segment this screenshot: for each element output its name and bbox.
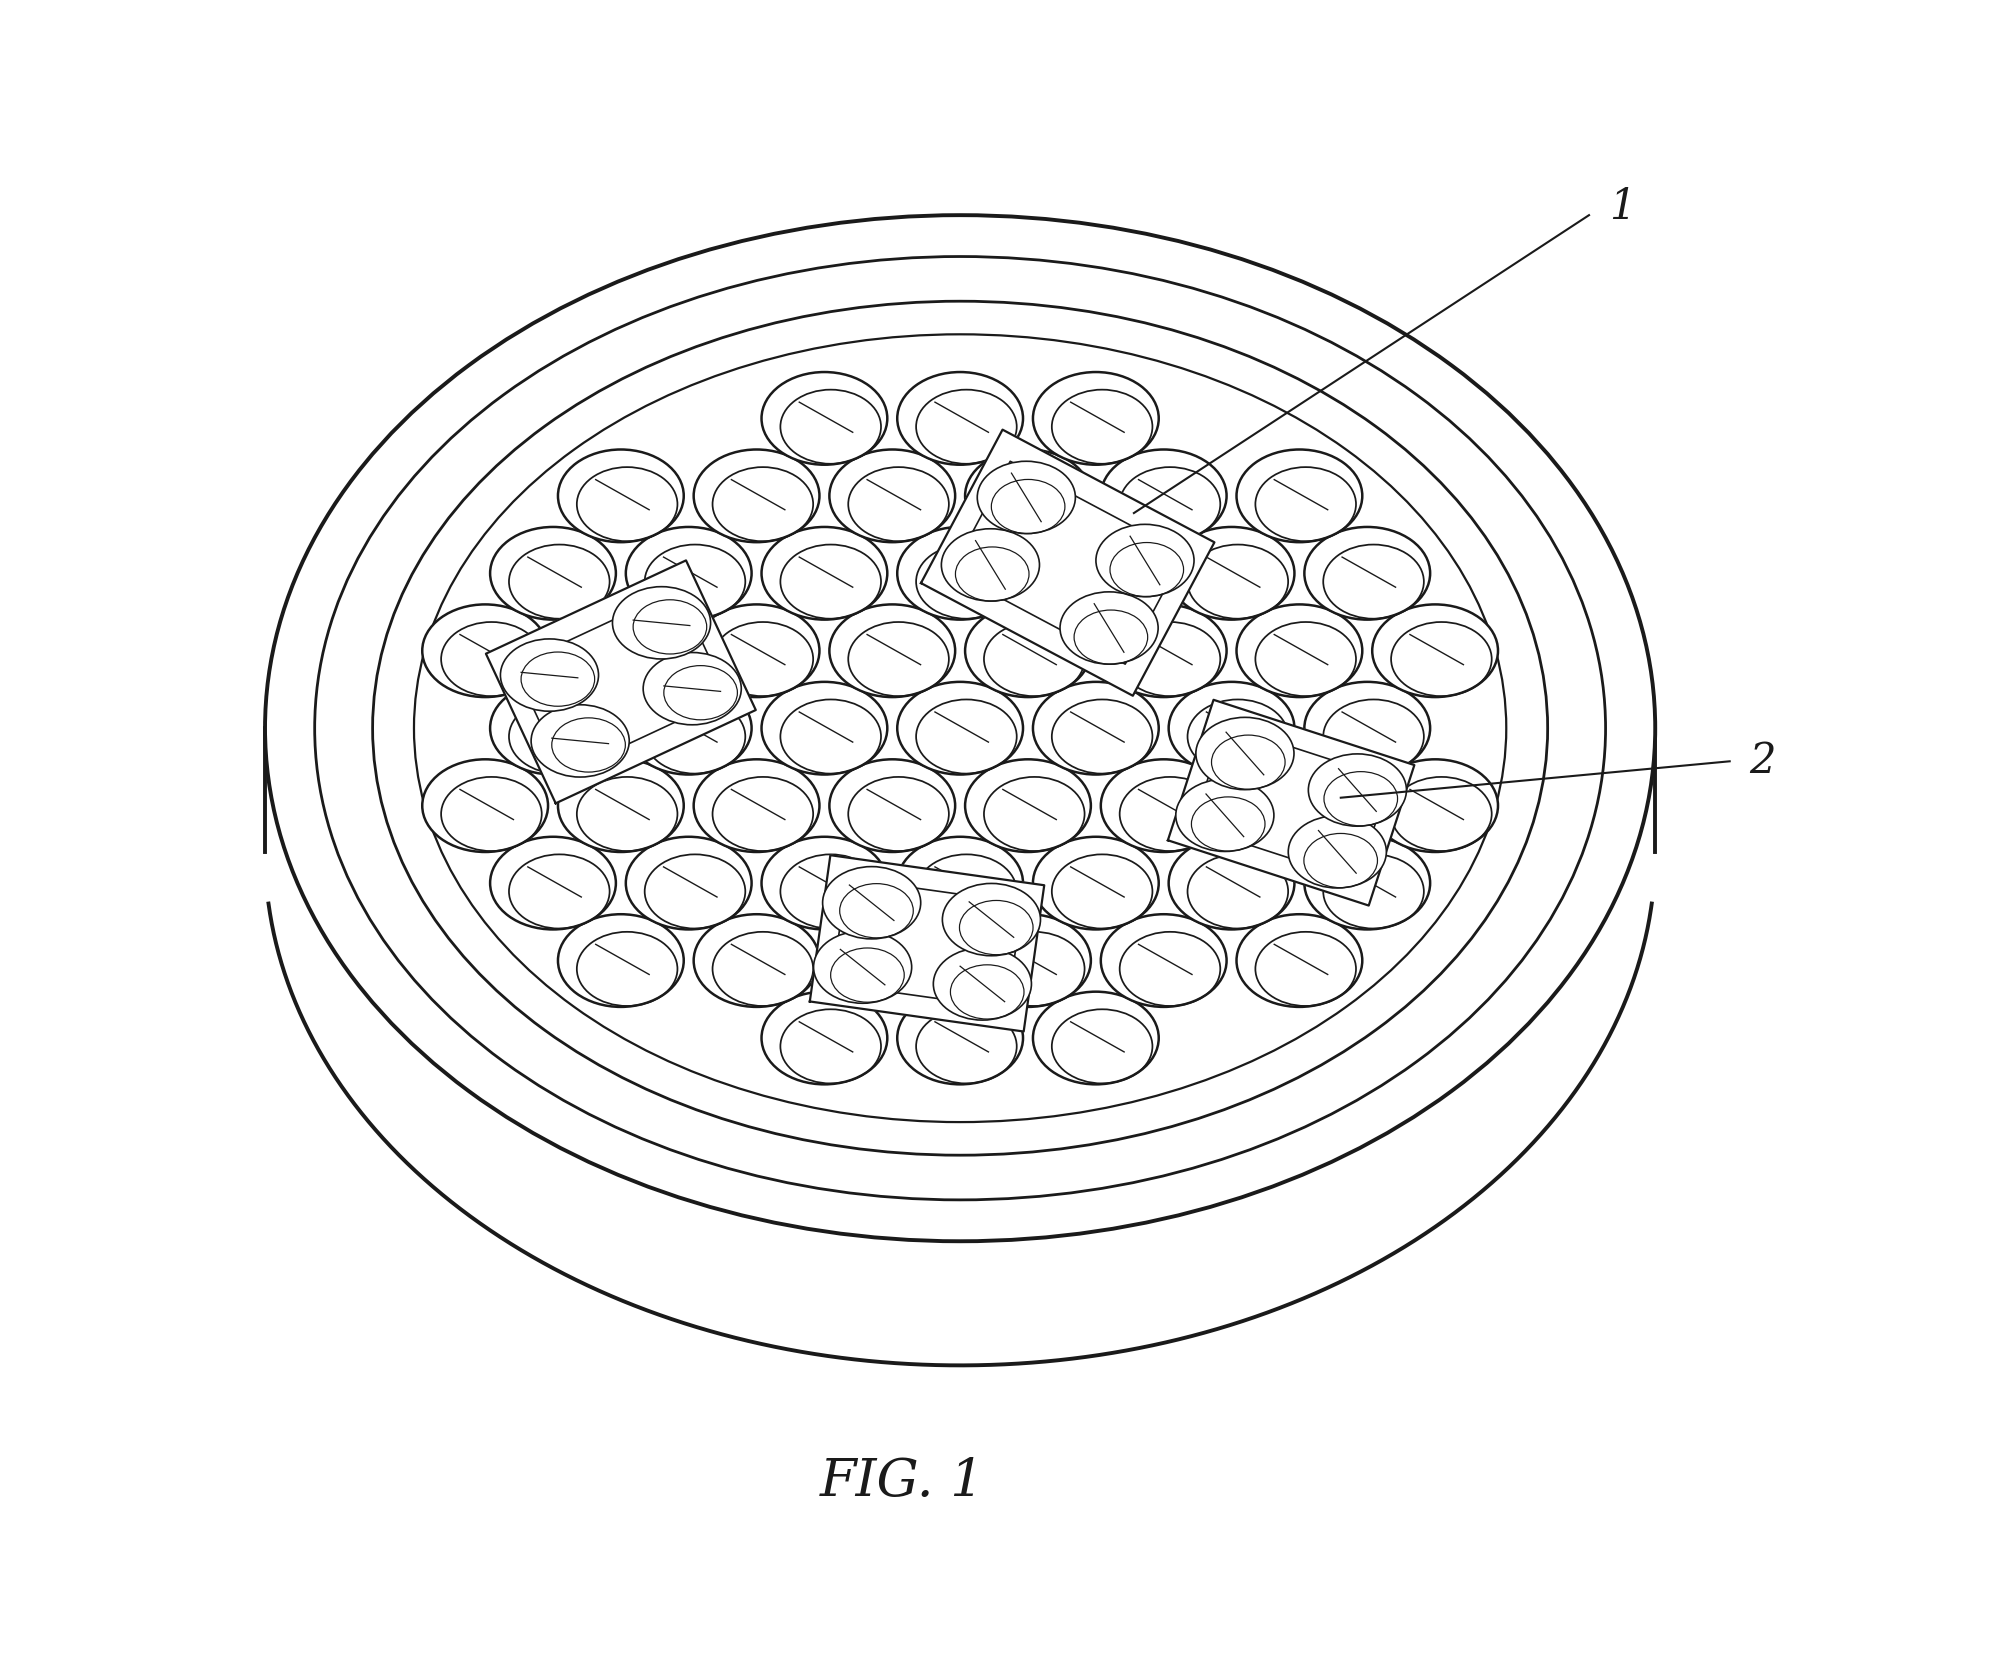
Ellipse shape xyxy=(693,914,819,1006)
Ellipse shape xyxy=(897,682,1024,775)
Ellipse shape xyxy=(625,682,751,775)
Ellipse shape xyxy=(693,450,819,543)
Ellipse shape xyxy=(965,760,1092,852)
Ellipse shape xyxy=(965,914,1092,1006)
Polygon shape xyxy=(809,856,1044,1031)
Ellipse shape xyxy=(1096,525,1194,597)
Ellipse shape xyxy=(1304,837,1430,930)
Ellipse shape xyxy=(829,760,955,852)
Ellipse shape xyxy=(531,705,629,778)
Ellipse shape xyxy=(373,301,1548,1155)
Ellipse shape xyxy=(491,682,615,775)
Ellipse shape xyxy=(965,604,1092,697)
Ellipse shape xyxy=(823,867,921,938)
Ellipse shape xyxy=(693,760,819,852)
Ellipse shape xyxy=(977,462,1076,533)
Polygon shape xyxy=(921,430,1214,695)
Ellipse shape xyxy=(1168,682,1294,775)
Ellipse shape xyxy=(501,639,599,712)
Ellipse shape xyxy=(813,932,911,1003)
Ellipse shape xyxy=(1034,682,1158,775)
Ellipse shape xyxy=(897,526,1024,619)
Ellipse shape xyxy=(829,604,955,697)
Ellipse shape xyxy=(1372,760,1498,852)
Ellipse shape xyxy=(415,334,1506,1122)
Ellipse shape xyxy=(423,760,549,852)
Ellipse shape xyxy=(1102,450,1226,543)
Ellipse shape xyxy=(314,257,1606,1200)
Ellipse shape xyxy=(761,991,887,1084)
Ellipse shape xyxy=(761,526,887,619)
Ellipse shape xyxy=(761,682,887,775)
Ellipse shape xyxy=(1168,837,1294,930)
Ellipse shape xyxy=(1034,991,1158,1084)
Ellipse shape xyxy=(1288,816,1386,889)
Ellipse shape xyxy=(625,526,751,619)
Ellipse shape xyxy=(625,837,751,930)
Ellipse shape xyxy=(1034,372,1158,465)
Ellipse shape xyxy=(897,991,1024,1084)
Ellipse shape xyxy=(897,837,1024,930)
Ellipse shape xyxy=(693,604,819,697)
Ellipse shape xyxy=(829,914,955,1006)
Ellipse shape xyxy=(264,215,1654,1241)
Ellipse shape xyxy=(423,604,549,697)
Ellipse shape xyxy=(1102,760,1226,852)
Text: 1: 1 xyxy=(1608,185,1634,228)
Ellipse shape xyxy=(869,783,1084,915)
Ellipse shape xyxy=(643,652,741,725)
Ellipse shape xyxy=(1304,682,1430,775)
Ellipse shape xyxy=(1034,526,1158,619)
Ellipse shape xyxy=(1236,760,1362,852)
Ellipse shape xyxy=(1236,604,1362,697)
Text: FIG. 1: FIG. 1 xyxy=(819,1456,985,1506)
Polygon shape xyxy=(487,561,755,803)
Ellipse shape xyxy=(491,526,615,619)
Ellipse shape xyxy=(1196,717,1294,789)
Text: 2: 2 xyxy=(1749,740,1777,783)
Ellipse shape xyxy=(933,948,1032,1019)
Ellipse shape xyxy=(1102,914,1226,1006)
Ellipse shape xyxy=(897,372,1024,465)
Ellipse shape xyxy=(559,760,683,852)
Ellipse shape xyxy=(941,884,1040,955)
Ellipse shape xyxy=(761,837,887,930)
Ellipse shape xyxy=(1236,914,1362,1006)
Ellipse shape xyxy=(559,914,683,1006)
Ellipse shape xyxy=(965,450,1092,543)
Ellipse shape xyxy=(1304,526,1430,619)
Ellipse shape xyxy=(559,604,683,697)
Ellipse shape xyxy=(1060,592,1158,664)
Ellipse shape xyxy=(1236,450,1362,543)
Ellipse shape xyxy=(761,372,887,465)
Ellipse shape xyxy=(1034,837,1158,930)
Ellipse shape xyxy=(1102,604,1226,697)
Ellipse shape xyxy=(559,450,683,543)
Ellipse shape xyxy=(1308,755,1406,826)
Polygon shape xyxy=(1168,700,1414,905)
Ellipse shape xyxy=(829,450,955,543)
Ellipse shape xyxy=(491,837,615,930)
Ellipse shape xyxy=(613,586,711,659)
Ellipse shape xyxy=(1176,780,1274,851)
Ellipse shape xyxy=(1168,526,1294,619)
Ellipse shape xyxy=(1372,604,1498,697)
Ellipse shape xyxy=(941,528,1040,601)
Ellipse shape xyxy=(857,894,1096,1043)
